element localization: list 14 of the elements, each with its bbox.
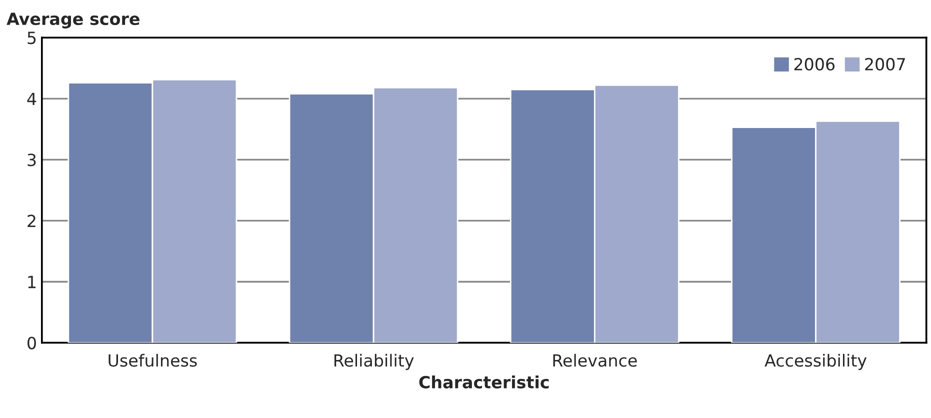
x-tick-label: Reliability	[334, 354, 414, 370]
y-tick-label: 3	[28, 154, 36, 166]
legend-label: 2007	[865, 58, 905, 71]
x-axis-title: Characteristic	[419, 376, 549, 388]
x-tick-label: Usefulness	[108, 354, 197, 367]
y-tick-label: 2	[28, 214, 36, 228]
y-tick-label: 0	[28, 336, 36, 350]
y-tick-label: 5	[28, 32, 36, 44]
y-tick-label: 4	[27, 92, 36, 105]
x-tick-label: Accessibility	[764, 354, 867, 370]
y-axis-title: Average score	[6, 12, 140, 28]
legend-label: 2006	[794, 58, 835, 71]
x-tick-label: Relevance	[553, 354, 637, 367]
y-tick-label: 1	[28, 276, 36, 288]
